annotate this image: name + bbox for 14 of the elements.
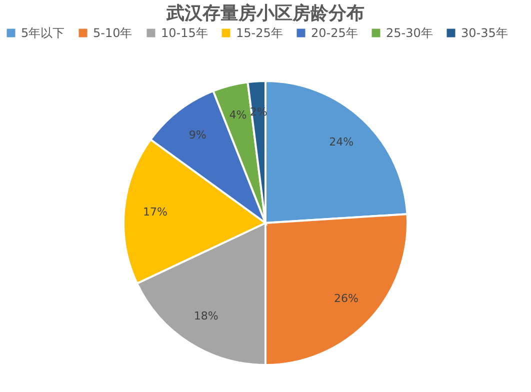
data-label: 26% [334,292,358,305]
legend-label: 30-35年 [461,26,508,40]
legend-label: 25-30年 [386,26,433,40]
legend-label: 5年以下 [21,26,65,40]
legend-label: 15-25年 [236,26,283,40]
data-label: 9% [188,128,206,142]
data-label: 18% [194,310,218,323]
chart-title: 武汉存量房小区房龄分布 [166,3,364,24]
legend-label: 5-10年 [93,26,132,40]
data-label: 17% [143,206,168,219]
data-label: 24% [329,135,354,148]
legend-label: 20-25年 [311,26,358,40]
legend-label: 10-15年 [161,26,208,40]
data-label: 4% [229,108,247,122]
